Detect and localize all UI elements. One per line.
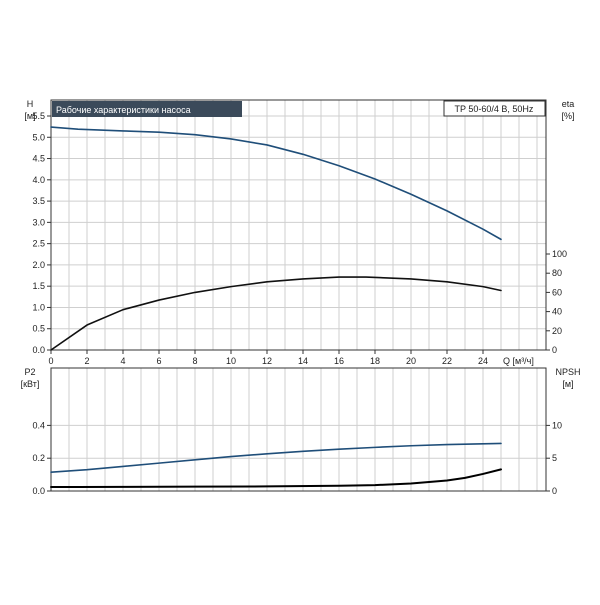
chart-title: Рабочие характеристики насоса	[56, 105, 191, 115]
plot-frame	[50, 99, 547, 351]
y-left-tick-label: 4.0	[32, 175, 45, 185]
y-right-tick-label: 0	[552, 486, 557, 496]
power-npsh-panel: 0.0 0.2 0.4 0 5 10 P2 [кВт] NPSH [м]	[21, 367, 581, 496]
y-left-tick-label: 1.0	[32, 302, 45, 312]
x-axis-label: Q [м³/ч]	[503, 356, 534, 366]
x-tick-label: 2	[84, 356, 89, 366]
x-tick-label: 24	[478, 356, 488, 366]
y-left-tick-label: 3.0	[32, 217, 45, 227]
model-label: TP 50-60/4 B, 50Hz	[455, 104, 534, 114]
y-right-tick-label: 0	[552, 345, 557, 355]
y-left-tick-label: 3.5	[32, 196, 45, 206]
head-efficiency-panel: 0.00.51.01.52.02.53.03.54.04.55.05.50204…	[24, 99, 574, 366]
efficiency-curve	[50, 276, 502, 351]
power-curve	[50, 442, 502, 473]
y-right-axis-unit: [%]	[561, 111, 574, 121]
y-left-axis-unit: [м]	[24, 111, 35, 121]
y-left-axis-label: H	[27, 99, 34, 109]
x-tick-label: 22	[442, 356, 452, 366]
y-right-tick-label: 5	[552, 453, 557, 463]
y-left-tick-label: 0.0	[32, 345, 45, 355]
chart-title-banner	[52, 101, 242, 117]
y-left-tick-label: 5.5	[32, 111, 45, 121]
head-curve	[50, 126, 502, 241]
x-tick-label: 10	[226, 356, 236, 366]
x-tick-label: 20	[406, 356, 416, 366]
y-left-tick-label: 1.5	[32, 281, 45, 291]
y-left-tick-label: 2.0	[32, 260, 45, 270]
y-left-tick-label: 4.5	[32, 154, 45, 164]
y-left-tick-label: 0.5	[32, 324, 45, 334]
y-right-axis-label: NPSH	[555, 367, 580, 377]
y-left-tick-label: 0.2	[32, 453, 45, 463]
y-right-tick-label: 80	[552, 268, 562, 278]
y-right-tick-label: 10	[552, 420, 562, 430]
y-right-tick-label: 60	[552, 287, 562, 297]
y-right-tick-label: 100	[552, 249, 567, 259]
y-right-axis-label: eta	[562, 99, 575, 109]
y-right-tick-label: 40	[552, 307, 562, 317]
npsh-curve	[50, 468, 502, 489]
y-left-tick-label: 0.4	[32, 420, 45, 430]
y-left-axis-unit: [кВт]	[21, 379, 40, 389]
model-label-box	[443, 100, 546, 117]
x-tick-label: 6	[156, 356, 161, 366]
x-tick-label: 4	[120, 356, 125, 366]
y-left-tick-label: 5.0	[32, 132, 45, 142]
x-tick-label: 8	[192, 356, 197, 366]
y-left-tick-label: 2.5	[32, 239, 45, 249]
plot-frame	[50, 367, 547, 492]
x-tick-label: 0	[48, 356, 53, 366]
y-left-axis-label: P2	[24, 367, 35, 377]
x-tick-label: 12	[262, 356, 272, 366]
y-right-axis-unit: [м]	[562, 379, 573, 389]
x-tick-label: 16	[334, 356, 344, 366]
x-tick-label: 18	[370, 356, 380, 366]
y-left-tick-label: 0.0	[32, 486, 45, 496]
x-tick-label: 14	[298, 356, 308, 366]
y-right-tick-label: 20	[552, 326, 562, 336]
